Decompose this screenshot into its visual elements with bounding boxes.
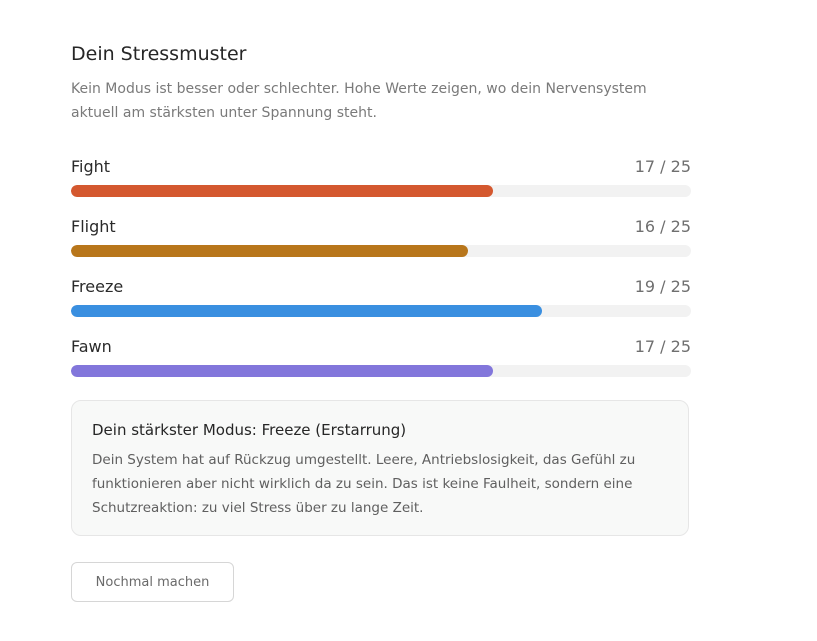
score-bar-fill	[71, 365, 493, 377]
mode-label: Fawn	[71, 336, 112, 356]
page-subtitle: Kein Modus ist besser oder schlechter. H…	[71, 81, 647, 121]
retry-button[interactable]: Nochmal machen	[71, 562, 234, 602]
score-track	[71, 245, 691, 257]
score-track	[71, 365, 691, 377]
page-title: Dein Stressmuster	[71, 43, 247, 65]
score-track	[71, 305, 691, 317]
strongest-mode-title: Dein stärkster Modus: Freeze (Erstarrung…	[92, 421, 407, 439]
mode-item-fight: Fight 17 / 25	[71, 155, 691, 215]
results-panel: Dein Stressmuster Kein Modus ist besser …	[71, 40, 691, 602]
mode-label: Flight	[71, 216, 116, 236]
strongest-mode-card: Dein stärkster Modus: Freeze (Erstarrung…	[71, 400, 689, 536]
mode-item-freeze: Freeze 19 / 25	[71, 275, 691, 335]
mode-score: 16 / 25	[634, 216, 691, 236]
mode-item-fawn: Fawn 17 / 25	[71, 335, 691, 395]
mode-list: Fight 17 / 25 Flight 16 / 25 Freeze 19 /…	[71, 155, 691, 395]
mode-score: 19 / 25	[634, 276, 691, 296]
score-track	[71, 185, 691, 197]
mode-item-flight: Flight 16 / 25	[71, 215, 691, 275]
mode-label: Freeze	[71, 276, 124, 296]
mode-score: 17 / 25	[634, 156, 691, 176]
score-bar-fill	[71, 305, 543, 317]
score-bar-fill	[71, 245, 468, 257]
mode-score: 17 / 25	[634, 336, 691, 356]
score-bar-fill	[71, 185, 493, 197]
mode-label: Fight	[71, 156, 111, 176]
strongest-mode-description: Dein System hat auf Rückzug umgestellt. …	[92, 452, 636, 516]
